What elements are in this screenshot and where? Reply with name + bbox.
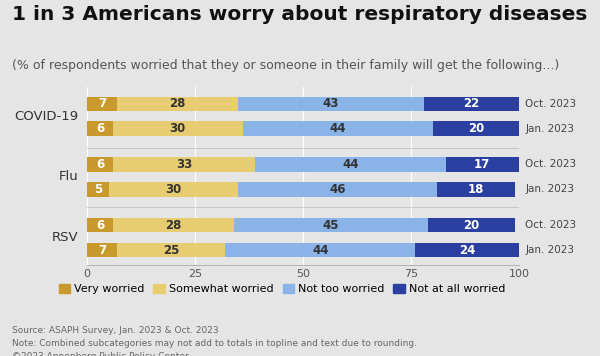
Text: 45: 45 — [323, 219, 340, 232]
Text: 24: 24 — [459, 244, 475, 257]
Text: RSV: RSV — [52, 231, 79, 244]
Text: 33: 33 — [176, 158, 193, 171]
Bar — [424, 96, 519, 111]
Text: 28: 28 — [165, 219, 182, 232]
Bar — [238, 182, 437, 197]
Text: 20: 20 — [467, 122, 484, 135]
Bar — [87, 121, 113, 136]
Text: 6: 6 — [96, 122, 104, 135]
Bar — [87, 96, 117, 111]
Text: Source: ASAPH Survey, Jan. 2023 & Oct. 2023
Note: Combined subcategories may not: Source: ASAPH Survey, Jan. 2023 & Oct. 2… — [12, 326, 417, 356]
Text: Oct. 2023: Oct. 2023 — [526, 159, 577, 169]
Bar — [238, 96, 424, 111]
Bar — [256, 157, 446, 172]
Text: 44: 44 — [329, 122, 346, 135]
Text: 1 in 3 Americans worry about respiratory diseases: 1 in 3 Americans worry about respiratory… — [12, 5, 587, 24]
Text: Jan. 2023: Jan. 2023 — [526, 245, 574, 255]
Bar — [113, 157, 256, 172]
Bar — [113, 218, 234, 232]
Text: 22: 22 — [463, 97, 479, 110]
Text: 6: 6 — [96, 219, 104, 232]
Text: 6: 6 — [96, 158, 104, 171]
Text: 28: 28 — [170, 97, 186, 110]
Bar — [234, 218, 428, 232]
Text: Jan. 2023: Jan. 2023 — [526, 184, 574, 194]
Text: 43: 43 — [323, 97, 339, 110]
Legend: Very worried, Somewhat worried, Not too worried, Not at all worried: Very worried, Somewhat worried, Not too … — [54, 280, 510, 299]
Text: 30: 30 — [170, 122, 186, 135]
Text: 44: 44 — [342, 158, 359, 171]
Text: COVID-19: COVID-19 — [14, 110, 79, 123]
Bar — [117, 243, 225, 257]
Bar — [225, 243, 415, 257]
Bar — [87, 218, 113, 232]
Bar — [446, 157, 519, 172]
Text: Jan. 2023: Jan. 2023 — [526, 124, 574, 134]
Text: 18: 18 — [467, 183, 484, 196]
Text: Oct. 2023: Oct. 2023 — [526, 99, 577, 109]
Bar — [437, 182, 515, 197]
Bar — [87, 182, 109, 197]
Text: Flu: Flu — [59, 171, 79, 183]
Text: Oct. 2023: Oct. 2023 — [526, 220, 577, 230]
Text: 7: 7 — [98, 244, 106, 257]
Text: 20: 20 — [463, 219, 479, 232]
Text: 7: 7 — [98, 97, 106, 110]
Text: 5: 5 — [94, 183, 102, 196]
Text: 30: 30 — [165, 183, 182, 196]
Bar — [87, 243, 117, 257]
Bar — [433, 121, 519, 136]
Text: 25: 25 — [163, 244, 179, 257]
Text: 17: 17 — [474, 158, 490, 171]
Bar — [428, 218, 515, 232]
Bar — [242, 121, 433, 136]
Text: 46: 46 — [329, 183, 346, 196]
Text: (% of respondents worried that they or someone in their family will get the foll: (% of respondents worried that they or s… — [12, 59, 559, 72]
Bar — [117, 96, 238, 111]
Bar — [415, 243, 519, 257]
Bar — [87, 157, 113, 172]
Bar — [109, 182, 238, 197]
Text: 44: 44 — [312, 244, 329, 257]
Bar — [113, 121, 242, 136]
